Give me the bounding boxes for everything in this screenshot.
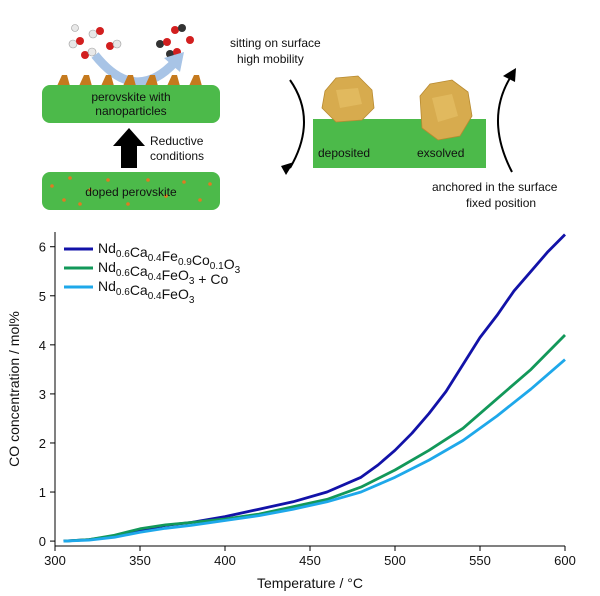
y-tick-label: 4: [39, 338, 46, 353]
x-tick-label: 350: [129, 553, 151, 568]
nanoparticles-icon: [57, 75, 202, 86]
curved-arrow-left-icon: [289, 79, 305, 169]
reductive-label-line2: conditions: [150, 149, 204, 163]
y-axis-label: CO concentration / mol%: [6, 311, 22, 467]
y-tick-label: 0: [39, 534, 46, 549]
doped-perovskite-block: [42, 172, 220, 210]
exsolved-note-line1: anchored in the surface: [432, 180, 558, 194]
deposited-crystal-facet-icon: [336, 88, 362, 108]
y-tick-label: 2: [39, 436, 46, 451]
x-tick-label: 550: [469, 553, 491, 568]
x-axis-label: Temperature / °C: [257, 575, 363, 591]
curved-arrow-right-icon: [497, 77, 513, 173]
flow-arrow-icon: [91, 52, 179, 87]
deposited-label: deposited: [318, 146, 370, 160]
x-tick-label: 450: [299, 553, 321, 568]
x-tick-label: 300: [44, 553, 66, 568]
exsolved-label: exsolved: [417, 146, 464, 160]
legend-label-3: Nd0.6Ca0.4FeO3: [98, 278, 195, 306]
deposited-note-line2: high mobility: [237, 52, 304, 66]
y-tick-label: 3: [39, 387, 46, 402]
top-block-label-line1: perovskite with: [91, 90, 170, 104]
x-tick-label: 400: [214, 553, 236, 568]
x-tick-label: 600: [554, 553, 576, 568]
deposited-note-line1: sitting on surface: [230, 36, 321, 50]
y-tick-label: 1: [39, 485, 46, 500]
exsolved-note-line2: fixed position: [466, 196, 536, 210]
exsolved-crystal-facet-icon: [432, 94, 458, 122]
reductive-label-line1: Reductive: [150, 134, 204, 148]
bottom-block-label: doped perovskite: [85, 185, 177, 199]
gas-molecules-icon: [68, 24, 194, 59]
series-line-1: [63, 233, 566, 543]
series-line-2: [63, 334, 566, 543]
series-lines: [63, 233, 566, 543]
top-block-label-line2: nanoparticles: [95, 104, 166, 118]
deposited-vs-exsolved-schematic: sitting on surface high mobility deposit…: [230, 36, 558, 210]
dopant-dots-icon: [50, 176, 212, 206]
y-tick-label: 6: [39, 240, 46, 255]
x-tick-label: 500: [384, 553, 406, 568]
flow-arrow-head-icon: [164, 52, 184, 72]
perovskite-nanoparticles-block: [42, 85, 220, 123]
exsolution-schematic: perovskite with nanoparticles Reductive …: [42, 24, 220, 210]
y-ticks: 0 1 2 3 4 5 6: [39, 240, 55, 549]
curved-arrow-left-head-icon: [281, 162, 294, 175]
x-ticks: 300 350 400 450 500 550 600: [44, 546, 576, 568]
legend-label-2: Nd0.6Ca0.4FeO3 + Co: [98, 259, 228, 287]
up-arrow-icon: [113, 128, 145, 168]
legend-label-1: Nd0.6Ca0.4Fe0.9Co0.1O3: [98, 240, 241, 276]
series-line-3: [63, 358, 566, 543]
curved-arrow-right-head-icon: [503, 68, 516, 82]
co-concentration-chart: 300 350 400 450 500 550 600 0 1 2 3 4 5 6 Nd0.6Ca0.4…: [6, 232, 576, 591]
y-tick-label: 5: [39, 289, 46, 304]
